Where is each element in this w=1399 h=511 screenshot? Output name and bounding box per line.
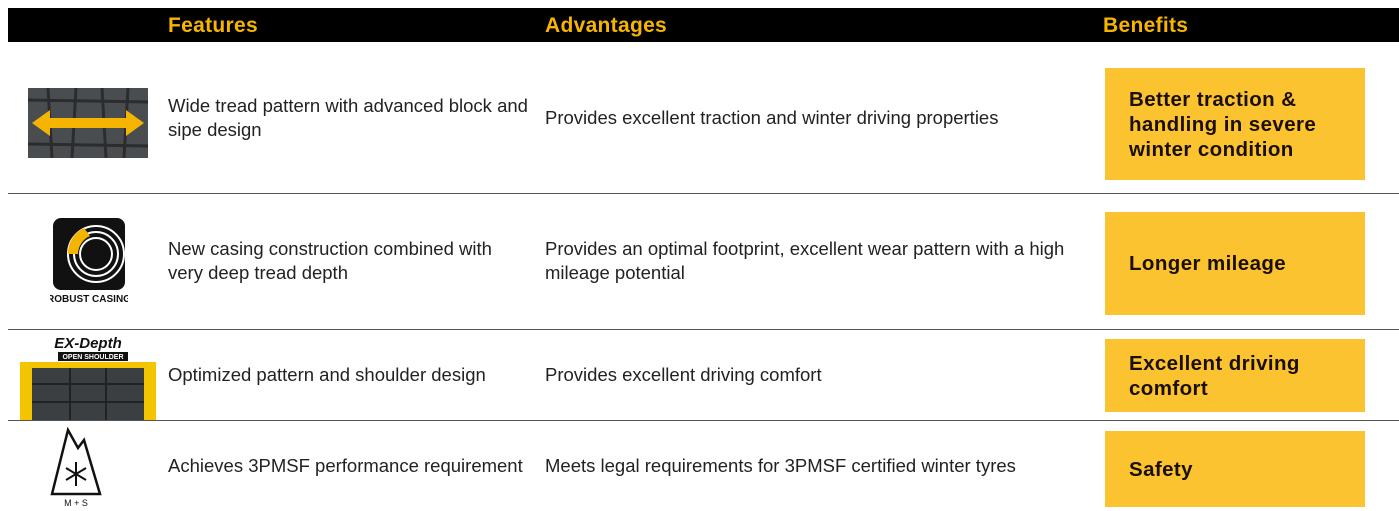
row-separator bbox=[8, 193, 1399, 194]
column-header: Features bbox=[168, 14, 258, 37]
benefit-text: Better traction & handling in severe win… bbox=[1129, 87, 1317, 161]
advantage-text: Meets legal requirements for 3PMSF certi… bbox=[545, 454, 1016, 476]
icon-label: ROBUST CASING bbox=[50, 294, 128, 305]
benefit-text: Safety bbox=[1129, 457, 1193, 481]
benefit-box: Better traction & handling in severe win… bbox=[1105, 68, 1365, 180]
benefit-box: Longer mileage bbox=[1105, 212, 1365, 315]
feature-text: Wide tread pattern with advanced block a… bbox=[168, 94, 528, 140]
icon-label: OPEN SHOULDER bbox=[62, 354, 123, 361]
exdepth-icon: EX-Depth OPEN SHOULDER bbox=[20, 335, 156, 420]
advantage-text: Provides excellent traction and winter d… bbox=[545, 106, 999, 128]
row-separator bbox=[8, 329, 1399, 330]
header-bar bbox=[8, 8, 1399, 42]
advantage-text: Provides excellent driving comfort bbox=[545, 363, 822, 385]
casing-icon: ROBUST CASING bbox=[50, 218, 128, 305]
benefit-box: Excellent driving comfort bbox=[1105, 339, 1365, 412]
row-separator bbox=[8, 420, 1399, 421]
advantage-text: Provides an optimal footprint, excellent… bbox=[545, 238, 1065, 283]
snowflake-icon: M + S bbox=[50, 426, 102, 508]
feature-text: New casing construction combined with ve… bbox=[168, 238, 492, 283]
tread-icon bbox=[28, 88, 148, 158]
column-header: Benefits bbox=[1103, 14, 1189, 37]
feature-text: Optimized pattern and shoulder design bbox=[168, 363, 486, 385]
benefit-box: Safety bbox=[1105, 431, 1365, 507]
benefit-text: Longer mileage bbox=[1129, 252, 1287, 275]
benefit-text: Excellent driving comfort bbox=[1129, 351, 1300, 400]
icon-label: EX-Depth bbox=[54, 335, 122, 352]
feature-text: Achieves 3PMSF performance requirement bbox=[168, 454, 523, 476]
icon-label: M + S bbox=[64, 498, 88, 508]
column-header: Advantages bbox=[545, 14, 668, 37]
